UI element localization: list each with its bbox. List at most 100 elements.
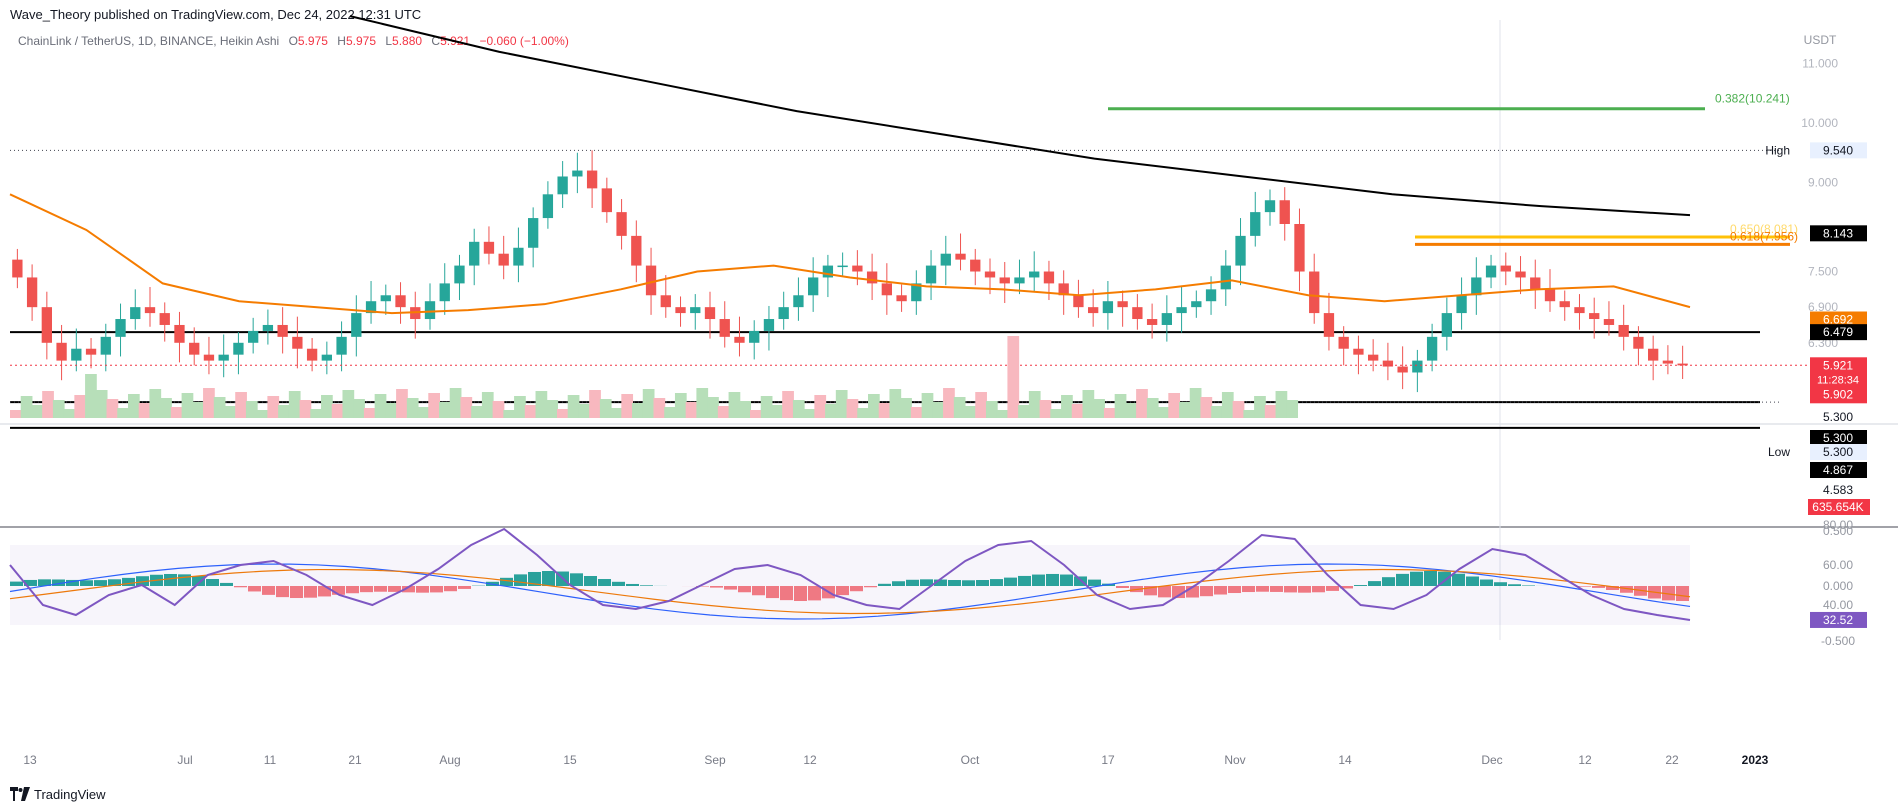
volume-bar [771, 405, 784, 418]
x-tick-label: Dec [1481, 753, 1502, 767]
volume-bar [835, 390, 848, 418]
macd-histogram-bar [94, 580, 107, 586]
macd-histogram-bar [1522, 585, 1535, 586]
volume-bar [385, 403, 398, 418]
macd-signal-line [9, 568, 1691, 615]
volume-bar [996, 410, 1009, 418]
candle-body [1250, 212, 1261, 236]
macd-histogram-bar [500, 577, 513, 586]
price-tick-label: 10.000 [1801, 116, 1838, 130]
volume-bar [288, 391, 301, 418]
volume-bar [235, 392, 247, 418]
price-countdown: 11:28:34 [1817, 374, 1859, 386]
macd-histogram-bar [836, 586, 849, 596]
high-price-badge-bg [1810, 142, 1867, 159]
volume-bar [1028, 391, 1041, 418]
macd-histogram-bar [780, 586, 793, 601]
volume-bar [975, 392, 987, 418]
ma-black-line [349, 15, 1691, 217]
macd-histogram-bar [1494, 582, 1507, 586]
volume-bar [803, 409, 816, 418]
last-price-badge: 5.921 [1823, 358, 1853, 372]
candle-body [1073, 295, 1084, 308]
volume-bar [685, 402, 698, 418]
candle-body [1485, 265, 1497, 278]
macd-histogram-bar [612, 581, 625, 586]
volume-bar [1168, 393, 1181, 418]
bottom-price-badge-bg [1810, 462, 1867, 478]
macd-histogram-bar [262, 586, 275, 595]
macd-histogram-bar [1158, 586, 1171, 598]
candle-body [1441, 313, 1452, 337]
x-tick-label: Sep [704, 753, 726, 767]
volume-bar [213, 397, 226, 418]
candle-body [852, 265, 863, 272]
volume-bar [1114, 394, 1127, 418]
macd-histogram-bar [1466, 576, 1479, 586]
macd-line [9, 563, 1691, 620]
macd-histogram-bar [1312, 586, 1325, 593]
volume-bar [278, 405, 290, 418]
candle-body [557, 176, 568, 195]
volume-bar [396, 389, 408, 418]
macd-histogram-bar [220, 582, 233, 586]
candle-body [1220, 265, 1231, 290]
x-tick-label: 15 [563, 753, 577, 767]
macd-histogram-bar [24, 579, 37, 586]
candle-body [1589, 313, 1600, 320]
volume-bar [1103, 408, 1116, 418]
low-label: Low [1768, 445, 1790, 459]
volume-bar [632, 403, 644, 418]
low-price-badge-bg [1810, 444, 1867, 460]
candle-body [1102, 301, 1114, 314]
candle-body [513, 247, 524, 266]
fib-0618-label: 0.618(7.956) [1730, 229, 1798, 243]
volume-bar [85, 374, 97, 418]
candle-body [925, 265, 937, 284]
candle-body [262, 324, 274, 331]
volume-bar [481, 392, 494, 418]
level-price-badge-bg [1810, 324, 1867, 341]
volume-bar [449, 388, 462, 418]
macd-histogram-bar [752, 586, 765, 596]
macd-histogram-bar [990, 579, 1003, 586]
volume-bar [1211, 406, 1223, 418]
macd-histogram-bar [1606, 586, 1619, 590]
volume-bar [503, 410, 516, 418]
candle-body [439, 283, 450, 302]
macd-histogram-bar [1396, 573, 1409, 586]
candle-body [1161, 313, 1172, 325]
publish-info: Wave_Theory published on TradingView.com… [10, 7, 422, 22]
macd-histogram-bar [962, 580, 975, 586]
macd-histogram-bar [458, 586, 471, 589]
volume-badge-bg [1808, 499, 1870, 515]
volume-bar [524, 405, 537, 418]
rsi-band [10, 545, 1690, 625]
candle-body [837, 265, 848, 268]
volume-bar [149, 389, 162, 418]
macd-histogram-bar [332, 586, 345, 595]
volume-bar [556, 409, 569, 418]
last-low-badge: 5.902 [1823, 387, 1853, 401]
close-label: C [431, 34, 441, 48]
price-tick-label: 9.000 [1808, 175, 1838, 189]
macd-histogram-bar [1298, 586, 1311, 593]
volume-bar [181, 393, 194, 418]
volume-bar [363, 408, 376, 418]
volume-bar [417, 407, 430, 418]
volume-bar [20, 396, 33, 418]
macd-histogram-bar [304, 586, 317, 598]
candle-body [1662, 360, 1674, 364]
volume-bar [299, 400, 312, 418]
publish-header: Wave_Theory published on TradingView.com… [0, 0, 1898, 30]
macd-histogram-bar [10, 581, 23, 586]
macd-histogram-bar [738, 586, 751, 593]
macd-histogram-bar [1228, 586, 1241, 594]
rsi-tick-label: 80.00 [1823, 518, 1853, 532]
candle-body [793, 295, 804, 308]
macd-histogram-bar [934, 579, 947, 586]
candle-body [763, 319, 775, 331]
macd-histogram-bar [598, 579, 611, 586]
candle-body [1574, 307, 1585, 314]
